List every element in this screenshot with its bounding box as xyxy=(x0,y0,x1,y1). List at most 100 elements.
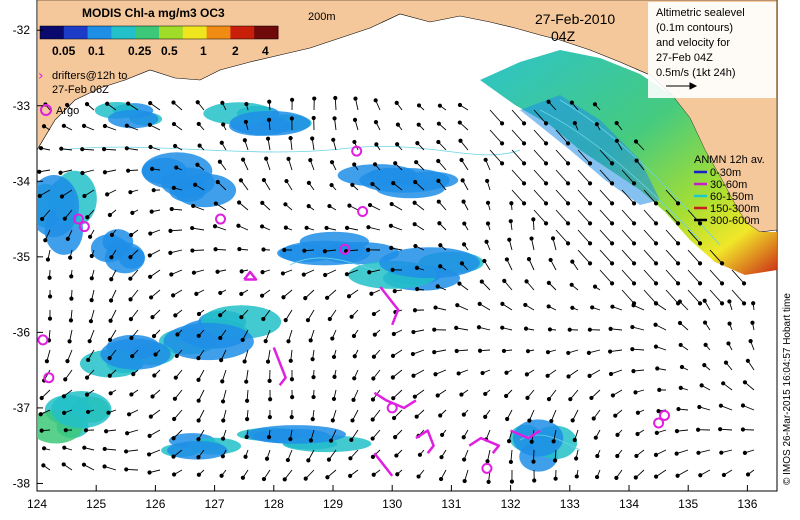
velocity-arrows xyxy=(37,95,756,485)
velocity-arrow-head xyxy=(633,390,638,395)
velocity-arrow-head xyxy=(281,295,286,300)
velocity-arrow-head xyxy=(69,296,74,301)
y-tick-label: -32 xyxy=(13,23,31,37)
velocity-arrow-head xyxy=(679,364,685,370)
velocity-arrow xyxy=(599,249,613,264)
velocity-arrow-head xyxy=(171,185,176,190)
y-tick-label: -38 xyxy=(13,476,31,490)
velocity-arrow-head xyxy=(545,373,550,378)
velocity-arrow-head xyxy=(549,418,554,424)
colorbar-title: MODIS Chl-a mg/m3 OC3 xyxy=(82,6,225,20)
velocity-arrow-head xyxy=(288,358,293,363)
velocity-arrow-head xyxy=(196,398,201,403)
velocity-arrow-head xyxy=(569,282,574,287)
velocity-arrow-head xyxy=(215,269,220,274)
velocity-arrow-head xyxy=(508,459,513,465)
velocity-arrow-head xyxy=(674,451,679,456)
velocity-arrow-head xyxy=(718,403,724,408)
velocity-arrow-head xyxy=(366,247,371,252)
velocity-arrow-head xyxy=(567,327,572,332)
velocity-arrow-head xyxy=(526,257,532,262)
velocity-arrow xyxy=(599,229,613,244)
velocity-arrow-head xyxy=(521,161,527,166)
x-tick-label: 134 xyxy=(619,497,639,511)
velocity-arrow-head xyxy=(719,281,725,286)
velocity-arrow-head xyxy=(411,329,416,335)
velocity-arrow-head xyxy=(325,475,330,480)
velocity-arrow-head xyxy=(631,241,637,246)
velocity-arrow-head xyxy=(220,379,225,384)
velocity-arrow-head xyxy=(566,350,571,356)
velocity-arrow-head xyxy=(675,473,680,478)
velocity-arrow-head xyxy=(565,181,571,186)
velocity-arrow-head xyxy=(86,357,91,363)
velocity-arrow-head xyxy=(61,462,66,467)
y-tick-label: -36 xyxy=(13,325,31,339)
velocity-arrow-head xyxy=(723,360,729,365)
x-tick-label: 135 xyxy=(678,497,698,511)
velocity-arrow-head xyxy=(219,140,224,145)
velocity-arrow-head xyxy=(312,96,317,101)
velocity-arrow xyxy=(599,209,613,224)
velocity-arrow xyxy=(555,169,569,184)
colorbar-swatch xyxy=(254,26,279,39)
velocity-arrow-head xyxy=(676,406,681,412)
velocity-arrow-head xyxy=(302,248,307,253)
velocity-arrow-head xyxy=(147,253,152,258)
velocity-arrow-head xyxy=(485,459,490,464)
x-tick-label: 131 xyxy=(441,497,461,511)
velocity-arrow-head xyxy=(750,320,755,325)
velocity-arrow-head xyxy=(587,221,593,226)
velocity-arrow-head xyxy=(631,181,637,186)
velocity-arrow-head xyxy=(108,391,113,396)
contour-200m-label: 200m xyxy=(308,11,336,23)
velocity-arrow-head xyxy=(87,339,92,344)
velocity-arrow-head xyxy=(171,121,177,127)
velocity-arrow-head xyxy=(59,146,64,151)
velocity-arrow-head xyxy=(69,274,74,279)
velocity-arrow-head xyxy=(217,159,222,164)
velocity-arrow-head xyxy=(59,194,65,199)
velocity-arrow-head xyxy=(104,429,109,434)
velocity-arrow-head xyxy=(370,417,375,422)
velocity-arrow-head xyxy=(347,203,352,208)
velocity-arrow-head xyxy=(213,201,218,206)
velocity-arrow-head xyxy=(175,332,180,337)
velocity-arrow-head xyxy=(37,169,42,174)
velocity-arrow-head xyxy=(38,412,43,417)
velocity-arrow-head xyxy=(459,392,464,397)
velocity-arrow-head xyxy=(190,225,195,231)
velocity-arrow-head xyxy=(41,124,47,129)
scale-arrow-icon xyxy=(666,82,698,90)
velocity-arrow xyxy=(621,229,635,244)
velocity-arrow-head xyxy=(329,160,335,165)
velocity-arrow-head xyxy=(218,335,223,341)
velocity-arrow-head xyxy=(553,476,558,481)
velocity-arrow-head xyxy=(653,474,659,479)
velocity-arrow-head xyxy=(352,162,357,167)
velocity-arrow-head xyxy=(462,478,467,484)
velocity-arrow xyxy=(709,269,723,284)
velocity-arrow-head xyxy=(303,296,308,301)
velocity-arrow-head xyxy=(751,301,756,306)
velocity-arrow-head xyxy=(462,457,467,462)
velocity-arrow-head xyxy=(390,375,395,380)
velocity-arrow-head xyxy=(303,476,308,481)
velocity-arrow-head xyxy=(289,116,294,121)
velocity-arrow-head xyxy=(128,255,133,260)
velocity-arrow-head xyxy=(352,139,357,145)
velocity-arrow-head xyxy=(702,298,707,303)
velocity-arrow-head xyxy=(608,349,613,354)
velocity-arrow-head xyxy=(85,215,90,220)
velocity-arrow-head xyxy=(311,115,316,121)
velocity-arrow-head xyxy=(614,120,619,126)
velocity-arrow-head xyxy=(417,452,423,457)
velocity-arrow xyxy=(577,149,591,164)
velocity-arrow-head xyxy=(196,377,201,382)
velocity-arrow xyxy=(731,289,745,304)
velocity-arrow xyxy=(687,269,701,284)
velocity-arrow-head xyxy=(435,284,440,289)
velocity-arrow-head xyxy=(587,327,592,332)
velocity-arrow-head xyxy=(331,354,337,360)
velocity-arrow-head xyxy=(593,435,598,440)
